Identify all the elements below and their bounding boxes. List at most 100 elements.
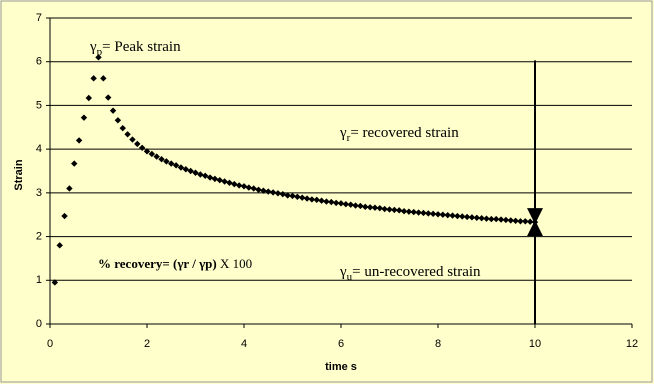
annotation-text: = Peak strain <box>102 39 181 55</box>
annotation-sub: r <box>347 132 351 144</box>
y-tick-label: 2 <box>36 230 42 242</box>
data-point <box>352 202 359 209</box>
annotation-symbol: γ <box>339 264 347 280</box>
data-point <box>512 217 519 225</box>
data-point <box>206 174 214 181</box>
data-point <box>410 208 417 216</box>
data-point <box>265 188 272 195</box>
data-point <box>119 124 126 132</box>
data-point <box>187 167 194 175</box>
data-point <box>61 212 68 220</box>
data-point <box>405 208 413 215</box>
y-tick-label: 3 <box>36 187 42 199</box>
data-point <box>454 212 461 220</box>
data-point <box>148 150 156 158</box>
annotation: γr= recovered strain <box>339 125 459 144</box>
data-point <box>105 94 112 101</box>
data-point <box>294 193 301 200</box>
annotation-sub: u <box>347 271 353 283</box>
data-point <box>289 192 296 200</box>
x-tick-label: 10 <box>529 338 541 350</box>
annotation-sub: p <box>97 46 103 58</box>
annotation-symbol: γ <box>339 125 347 141</box>
data-point <box>444 211 451 219</box>
x-tick-label: 0 <box>47 338 53 350</box>
x-axis-label: time s <box>325 361 357 373</box>
data-point <box>366 204 374 211</box>
data-point <box>332 199 340 207</box>
data-point <box>177 164 185 171</box>
data-point <box>507 217 514 224</box>
data-point <box>260 187 267 194</box>
data-point <box>85 94 92 102</box>
data-point <box>337 200 345 207</box>
data-point <box>192 169 199 176</box>
data-point <box>308 196 316 203</box>
data-point <box>376 204 383 212</box>
data-point <box>429 210 437 218</box>
annotation-symbol: γ <box>89 39 97 55</box>
annotation-text: = un-recovered strain <box>352 264 481 280</box>
data-point <box>250 185 257 192</box>
formula: % recovery= (γr / γp) X 100 <box>98 256 252 271</box>
y-tick-label: 5 <box>36 99 42 111</box>
data-point <box>240 183 248 190</box>
data-point <box>371 204 379 211</box>
data-point <box>391 206 398 214</box>
data-point <box>51 279 59 286</box>
data-point <box>143 148 151 155</box>
data-point <box>502 216 510 224</box>
data-point <box>80 114 88 121</box>
data-point <box>226 179 233 187</box>
data-point <box>400 208 408 215</box>
formula-tail: X 100 <box>217 256 252 271</box>
x-tick-label: 8 <box>435 338 441 350</box>
data-point <box>75 137 83 144</box>
data-point <box>124 131 131 138</box>
data-point <box>342 201 350 208</box>
data-point <box>517 218 524 225</box>
data-point <box>274 190 282 197</box>
data-point <box>71 160 78 167</box>
data-point <box>182 166 189 173</box>
data-point <box>459 213 466 220</box>
data-point <box>168 160 175 167</box>
x-tick-label: 4 <box>241 338 247 350</box>
x-tick-label: 2 <box>144 338 150 350</box>
y-tick-label: 6 <box>36 56 42 68</box>
data-point <box>434 211 442 218</box>
data-point <box>56 242 63 249</box>
y-tick-label: 1 <box>36 274 42 286</box>
data-point <box>323 198 330 205</box>
data-point <box>473 214 480 221</box>
data-point <box>449 212 456 219</box>
data-point <box>158 155 165 163</box>
data-point <box>163 158 170 165</box>
data-point <box>396 207 403 214</box>
data-point <box>221 178 228 185</box>
data-point <box>100 75 107 82</box>
data-point <box>303 195 311 202</box>
data-point <box>211 175 219 183</box>
y-tick-label: 4 <box>36 143 42 155</box>
data-point <box>381 205 388 213</box>
data-point <box>90 75 97 82</box>
data-point <box>129 136 136 143</box>
data-point <box>269 189 277 196</box>
formula-lead: % recovery= (γr / γp) <box>98 256 217 271</box>
data-point <box>235 182 243 189</box>
y-tick-label: 0 <box>36 318 42 330</box>
data-point <box>245 184 253 191</box>
data-point <box>488 215 495 223</box>
data-point <box>153 153 160 160</box>
data-point <box>172 162 180 169</box>
data-point <box>347 201 354 208</box>
annotation: γu= un-recovered strain <box>339 264 481 283</box>
data-point <box>313 196 320 204</box>
data-point <box>216 176 223 184</box>
data-point <box>478 215 485 222</box>
data-point <box>362 203 369 211</box>
